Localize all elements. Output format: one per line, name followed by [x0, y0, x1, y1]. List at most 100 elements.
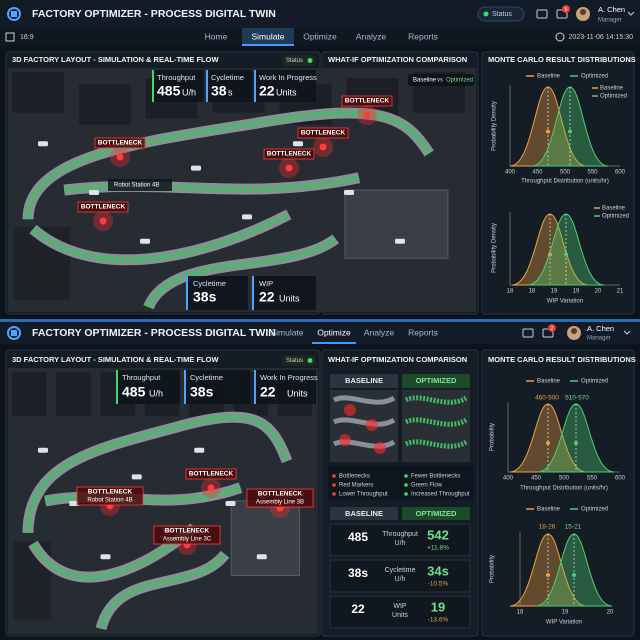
bottleneck-label: BOTTLENECK	[301, 130, 346, 137]
conveyor-flow	[25, 110, 432, 220]
kpi-card	[252, 276, 316, 310]
metric-unit: U/h	[395, 576, 406, 583]
nav-tab[interactable]: Optimize	[317, 327, 351, 337]
x-tick-label: 19	[573, 289, 580, 295]
status-label[interactable]: Status	[492, 11, 512, 18]
bottleneck-pin	[285, 164, 293, 172]
y-axis-label: Probability Density	[492, 223, 498, 273]
active-tab-underline	[312, 342, 356, 344]
kpi-value: 22	[259, 289, 275, 305]
nav-tab[interactable]: Analyze	[356, 31, 387, 41]
legend-baseline: Baseline	[537, 507, 561, 513]
kpi-label: Work In Progress	[259, 73, 317, 82]
panel-title: 3D FACTORY LAYOUT - SIMULATION & REAL-TI…	[12, 355, 219, 364]
conveyor	[332, 439, 396, 449]
bottleneck-label: BOTTLENECK	[189, 471, 234, 478]
conveyor-flow	[31, 211, 291, 263]
kpi-accent	[152, 70, 154, 102]
baseline-header: BASELINE	[345, 376, 383, 385]
baseline-range: 18-26	[539, 524, 556, 531]
bullet	[404, 474, 408, 478]
panel-title: WHAT-IF OPTIMIZATION COMPARISON	[328, 355, 467, 364]
kpi-unit: U/h	[149, 388, 163, 398]
car-body	[100, 554, 111, 560]
bottleneck-glow	[366, 419, 378, 431]
kpi-label: Throughput	[157, 73, 196, 82]
mean-dot	[546, 441, 550, 445]
baseline-value: 22	[351, 602, 365, 616]
building	[344, 189, 449, 259]
optimized-note: Green Flow	[411, 483, 443, 489]
user-role: Manager	[598, 18, 622, 24]
optimized-thumbnail	[402, 390, 470, 462]
mean-dot	[546, 573, 550, 577]
baseline-range: 460-500	[535, 395, 559, 402]
metric-unit: U/h	[395, 540, 406, 547]
user-role: Manager	[587, 336, 611, 342]
kpi-accent	[252, 276, 254, 310]
kpi-card	[254, 370, 316, 404]
kpi-value: 22	[260, 384, 276, 400]
nav-tab[interactable]: Reports	[408, 31, 438, 41]
car-body	[131, 474, 142, 480]
nav-tab[interactable]: Simulate	[270, 327, 303, 337]
user-name[interactable]: A. Chen	[587, 324, 614, 333]
kpi-value: 38	[211, 83, 227, 99]
legend-baseline: Baseline	[537, 74, 561, 80]
kpi-card	[254, 70, 316, 102]
logo	[11, 11, 17, 17]
legend-optimized: Optimized	[581, 74, 608, 80]
building	[230, 500, 300, 576]
kpi-unit: U/h	[182, 87, 196, 97]
bottleneck-label-bg	[76, 486, 144, 506]
baseline-note: Bottlenecks	[339, 474, 370, 480]
conveyor-flow	[98, 552, 228, 630]
kpi-unit: Units	[279, 293, 300, 303]
nav-tab[interactable]: Home	[205, 31, 228, 41]
kpi-value: 38s	[193, 289, 217, 305]
bottleneck-label-bg	[297, 127, 349, 139]
car-body	[194, 447, 205, 453]
conveyor-flow	[25, 414, 290, 533]
kpi-card	[116, 370, 180, 404]
x-tick-label: 600	[615, 170, 626, 176]
kpi-accent	[186, 276, 188, 310]
car-body	[225, 501, 236, 506]
user-name[interactable]: A. Chen	[598, 5, 625, 14]
key-optimized: Optimized	[600, 94, 627, 100]
car-body	[256, 554, 267, 560]
bottleneck-label: BOTTLENECK	[165, 528, 210, 535]
conveyor-flow	[404, 417, 468, 427]
bottleneck-label: BOTTLENECK	[345, 98, 390, 105]
optimized-range: 510-570	[565, 395, 589, 402]
y-axis-label: Probability	[490, 555, 496, 583]
app-title: FACTORY OPTIMIZER - PROCESS DIGITAL TWIN	[32, 8, 276, 20]
x-tick-label: 19	[551, 289, 558, 295]
bottleneck-label: BOTTLENECK	[258, 491, 303, 498]
status-label: Status	[286, 358, 303, 364]
metric-name: Cycletime	[385, 567, 416, 574]
status-pill	[477, 6, 525, 22]
bottleneck-label: BOTTLENECK	[88, 489, 133, 496]
status-dot	[483, 11, 489, 17]
bottleneck-glow	[339, 434, 351, 446]
nav-bar	[0, 28, 640, 46]
x-tick-label: 450	[531, 476, 542, 482]
x-axis-label: Throughput Distribution (units/hr)	[521, 179, 609, 185]
x-tick-label: 550	[587, 170, 598, 176]
station-label-bg	[108, 179, 172, 191]
nav-tab[interactable]: Analyze	[364, 327, 395, 337]
panel-title: MONTE CARLO RESULT DISTRIBUTIONS	[488, 355, 636, 364]
optimized-value: 19	[431, 599, 445, 614]
nav-tab[interactable]: Reports	[408, 327, 438, 337]
bottleneck-label-bg	[341, 95, 393, 107]
nav-tab[interactable]: Simulate	[251, 31, 284, 41]
nav-tab[interactable]: Optimize	[303, 31, 337, 41]
legend-optimized: Optimized	[581, 379, 608, 385]
table-row	[329, 523, 471, 557]
column-header	[330, 374, 398, 388]
bottleneck-location: Robot Station 4B	[87, 498, 132, 504]
optimized-range: 15-21	[565, 524, 582, 531]
conveyor-flow	[404, 395, 468, 405]
x-tick-label: 19	[562, 610, 569, 616]
